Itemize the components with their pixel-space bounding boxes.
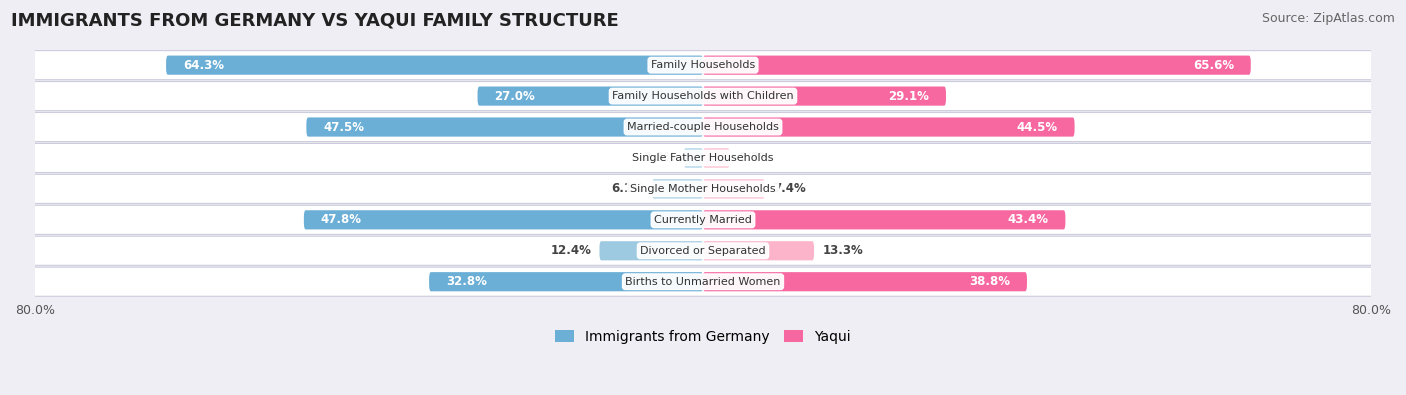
Text: 12.4%: 12.4%	[550, 244, 591, 257]
FancyBboxPatch shape	[307, 117, 703, 137]
Legend: Immigrants from Germany, Yaqui: Immigrants from Germany, Yaqui	[550, 324, 856, 349]
FancyBboxPatch shape	[31, 236, 1375, 265]
Text: Divorced or Separated: Divorced or Separated	[640, 246, 766, 256]
Text: Births to Unmarried Women: Births to Unmarried Women	[626, 277, 780, 287]
FancyBboxPatch shape	[703, 87, 946, 106]
Text: Married-couple Households: Married-couple Households	[627, 122, 779, 132]
Text: 47.5%: 47.5%	[323, 120, 364, 134]
FancyBboxPatch shape	[652, 179, 703, 199]
FancyBboxPatch shape	[429, 272, 703, 291]
FancyBboxPatch shape	[703, 272, 1026, 291]
Text: 7.4%: 7.4%	[773, 182, 806, 196]
Text: Single Father Households: Single Father Households	[633, 153, 773, 163]
FancyBboxPatch shape	[599, 241, 703, 260]
Text: Family Households: Family Households	[651, 60, 755, 70]
FancyBboxPatch shape	[478, 87, 703, 106]
Text: 44.5%: 44.5%	[1017, 120, 1057, 134]
FancyBboxPatch shape	[31, 205, 1375, 234]
FancyBboxPatch shape	[703, 56, 1251, 75]
Text: 47.8%: 47.8%	[321, 213, 361, 226]
FancyBboxPatch shape	[304, 210, 703, 229]
Text: Family Households with Children: Family Households with Children	[612, 91, 794, 101]
Text: 29.1%: 29.1%	[889, 90, 929, 103]
FancyBboxPatch shape	[703, 179, 765, 199]
FancyBboxPatch shape	[31, 113, 1375, 141]
FancyBboxPatch shape	[703, 149, 730, 167]
Text: 38.8%: 38.8%	[969, 275, 1011, 288]
Text: 6.1%: 6.1%	[612, 182, 644, 196]
FancyBboxPatch shape	[703, 241, 814, 260]
Text: 32.8%: 32.8%	[446, 275, 486, 288]
FancyBboxPatch shape	[31, 81, 1375, 111]
FancyBboxPatch shape	[31, 267, 1375, 296]
FancyBboxPatch shape	[31, 143, 1375, 173]
Text: Single Mother Households: Single Mother Households	[630, 184, 776, 194]
Text: 27.0%: 27.0%	[495, 90, 536, 103]
Text: 2.3%: 2.3%	[643, 151, 675, 164]
Text: 13.3%: 13.3%	[823, 244, 863, 257]
Text: 64.3%: 64.3%	[183, 59, 224, 71]
Text: Currently Married: Currently Married	[654, 215, 752, 225]
Text: 65.6%: 65.6%	[1192, 59, 1234, 71]
Text: 3.2%: 3.2%	[738, 151, 770, 164]
Text: Source: ZipAtlas.com: Source: ZipAtlas.com	[1261, 12, 1395, 25]
Text: 43.4%: 43.4%	[1008, 213, 1049, 226]
FancyBboxPatch shape	[703, 117, 1074, 137]
FancyBboxPatch shape	[703, 210, 1066, 229]
FancyBboxPatch shape	[31, 174, 1375, 203]
FancyBboxPatch shape	[683, 149, 703, 167]
FancyBboxPatch shape	[31, 51, 1375, 80]
Text: IMMIGRANTS FROM GERMANY VS YAQUI FAMILY STRUCTURE: IMMIGRANTS FROM GERMANY VS YAQUI FAMILY …	[11, 12, 619, 30]
FancyBboxPatch shape	[166, 56, 703, 75]
